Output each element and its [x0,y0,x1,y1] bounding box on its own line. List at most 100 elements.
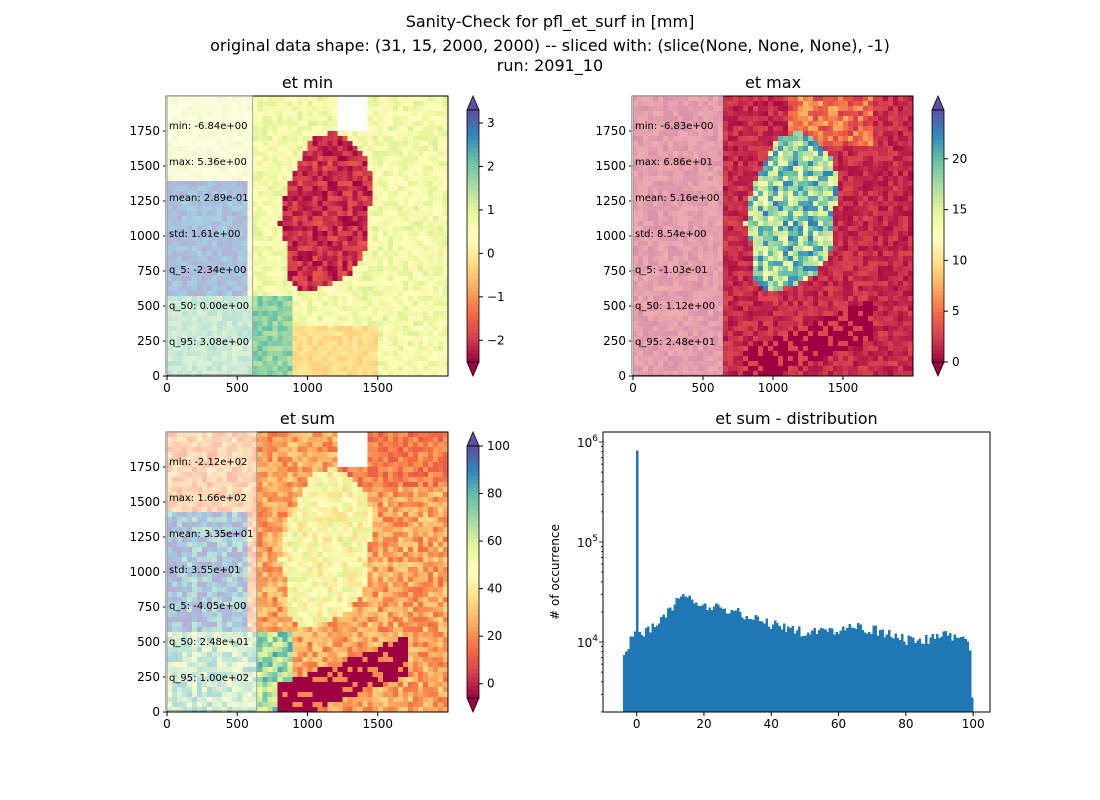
heatmap-cell [267,216,273,222]
heatmap-cell [342,341,349,347]
heatmap-cell [252,131,258,137]
heatmap-cell [432,131,439,137]
heatmap-cell [362,141,369,147]
heatmap-cell [322,356,328,362]
heatmap-cell [728,106,734,112]
heatmap-cell [297,296,303,302]
heatmap-cell [272,241,278,247]
heatmap-cell [397,321,404,327]
heatmap-cell [292,371,298,377]
heatmap-cell [352,221,359,227]
heatmap-cell [738,96,744,102]
heatmap-cell [267,301,273,307]
heatmap-cell [267,151,273,157]
heatmap-cell [768,171,774,177]
heatmap-cell [322,241,328,247]
heatmap-cell [277,181,283,187]
heatmap-cell [317,361,323,367]
heatmap-cell [437,261,444,267]
heatmap-cell [352,191,359,197]
heatmap-cell [442,171,449,177]
heatmap-cell [738,126,744,132]
heatmap-cell [382,246,389,252]
heatmap-cell [347,171,354,177]
heatmap-cell [753,266,759,272]
heatmap-cell [442,201,449,207]
heatmap-cell [262,206,268,212]
heatmap-cell [262,271,268,277]
heatmap-cell [357,266,364,272]
heatmap-cell [402,231,409,237]
heatmap-cell [357,211,364,217]
heatmap-cell [397,106,404,112]
heatmap-cell [347,361,354,367]
heatmap-cell [287,156,293,162]
heatmap-cell [327,151,333,157]
heatmap-cell [262,306,268,312]
heatmap-cell [778,271,784,277]
heatmap-cell [432,161,439,167]
heatmap-cell [257,341,263,347]
heatmap-cell [327,106,333,112]
heatmap-cell [728,331,734,337]
heatmap-cell [277,251,283,257]
colorbar-segment [467,210,479,216]
heatmap-cell [352,316,359,322]
heatmap-cell [357,101,364,107]
heatmap-cell [788,106,794,112]
heatmap-cell [372,361,379,367]
heatmap-cell [432,106,439,112]
heatmap-cell [367,281,374,287]
heatmap-cell [442,306,449,312]
heatmap-cell [723,356,729,362]
heatmap-cell [743,316,749,322]
colorbar-segment [467,278,479,283]
heatmap-cell [347,226,354,232]
heatmap-cell [417,231,424,237]
heatmap-cell [397,306,404,312]
heatmap-cell [723,321,729,327]
heatmap-cell [387,251,394,257]
heatmap-cell [387,111,394,117]
heatmap-cell [397,196,404,202]
heatmap-cell [432,276,439,282]
heatmap-cell [427,176,434,182]
heatmap-cell [733,231,739,237]
heatmap-cell [402,261,409,267]
heatmap-cell [442,281,449,287]
heatmap-cell [317,311,323,317]
heatmap-cell [282,241,288,247]
heatmap-cell [758,311,764,317]
heatmap-cell [763,161,769,167]
colorbar-segment [467,244,479,250]
heatmap-cell [317,276,323,282]
heatmap-cell [442,96,449,102]
heatmap-cell [783,236,789,242]
heatmap-cell [412,291,419,297]
heatmap-cell [292,131,298,137]
figure-title-line2: original data shape: (31, 15, 2000, 2000… [210,36,890,55]
heatmap-cell [783,151,789,157]
heatmap-cell [387,306,394,312]
heatmap-cell [402,286,409,292]
heatmap-cell [312,186,318,192]
heatmap-cell [327,271,333,277]
heatmap-cell [312,121,318,127]
heatmap-cell [262,276,268,282]
heatmap-cell [252,126,258,132]
heatmap-cell [322,101,328,107]
heatmap-cell [738,276,744,282]
heatmap-cell [432,326,439,332]
heatmap-cell [422,306,429,312]
heatmap-cell [442,241,449,247]
heatmap-cell [307,106,313,112]
heatmap-cell [372,296,379,302]
heatmap-cell [723,161,729,167]
heatmap-cell [282,141,288,147]
heatmap-cell [397,166,404,172]
heatmap-cell [437,341,444,347]
heatmap-cell [402,156,409,162]
heatmap-cell [347,191,354,197]
heatmap-cell [332,96,339,102]
